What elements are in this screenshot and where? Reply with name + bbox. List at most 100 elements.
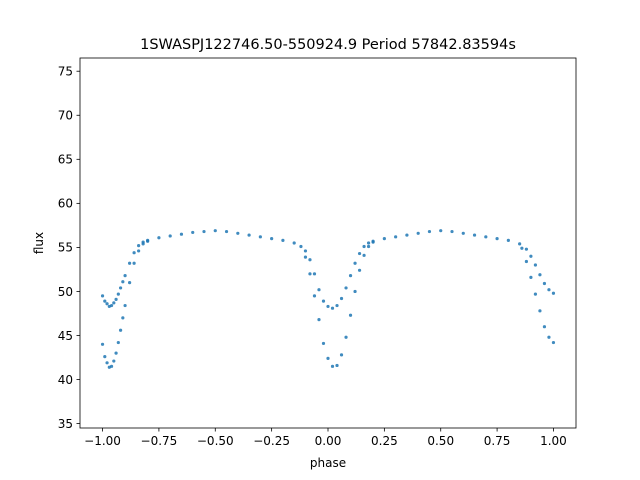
scatter-point [506, 238, 510, 242]
scatter-point [303, 255, 308, 259]
scatter-point [114, 351, 118, 355]
scatter-point [123, 273, 127, 278]
scatter-point [542, 325, 547, 329]
scatter-point [330, 364, 335, 368]
scatter-point [118, 328, 123, 332]
scatter-point [109, 364, 114, 368]
scatter-point [518, 242, 522, 246]
y-tick-label: 70 [58, 109, 73, 123]
scatter-point [105, 302, 109, 306]
scatter-point [542, 281, 547, 286]
x-tick-label: 0.75 [484, 434, 511, 448]
scatter-point [202, 229, 206, 234]
scatter-point [427, 229, 432, 234]
scatter-point [371, 240, 375, 244]
scatter-point [348, 313, 353, 317]
scatter-point [179, 232, 184, 236]
scatter-point [258, 235, 262, 239]
scatter-point [439, 229, 443, 233]
x-tick-label: −0.75 [141, 434, 178, 448]
scatter-point [344, 335, 348, 339]
scatter-point [317, 288, 321, 292]
scatter-point [128, 261, 132, 265]
scatter-point [100, 342, 105, 346]
scatter-point [141, 242, 145, 246]
scatter-point [157, 236, 161, 240]
scatter-point [339, 296, 344, 301]
scatter-point [551, 340, 556, 345]
scatter-point [533, 292, 538, 296]
scatter-point [213, 229, 217, 233]
x-tick-label: −1.00 [84, 434, 121, 448]
scatter-point [100, 294, 105, 298]
scatter-point [335, 303, 339, 308]
scatter-point [168, 234, 172, 238]
scatter-point [317, 318, 321, 322]
y-tick-label: 65 [58, 153, 73, 167]
scatter-point [538, 309, 542, 313]
scatter-point [326, 304, 330, 309]
scatter-point [362, 244, 366, 249]
scatter-point [353, 261, 357, 265]
scatter-point [308, 272, 312, 276]
y-tick-label: 45 [58, 329, 73, 343]
x-axis-label: phase [310, 456, 346, 470]
scatter-point [326, 356, 330, 361]
scatter-point [123, 303, 127, 308]
scatter-point [281, 238, 285, 242]
scatter-point [524, 247, 529, 251]
scatter-point [236, 231, 240, 235]
chart-title: 1SWASPJ122746.50-550924.9 Period 57842.8… [140, 37, 516, 53]
scatter-points [100, 229, 556, 369]
y-tick-label: 50 [58, 285, 73, 299]
scatter-point [461, 231, 465, 235]
scatter-point [362, 253, 366, 257]
scatter-point [116, 292, 120, 296]
scatter-point [105, 361, 109, 365]
scatter-point [312, 272, 317, 276]
scatter-point [330, 306, 335, 310]
scatter-point [146, 239, 150, 243]
scatter-point [547, 288, 551, 292]
scatter-point [533, 263, 538, 267]
scatter-point [137, 249, 141, 253]
scatter-point [339, 353, 344, 357]
scatter-point [394, 235, 398, 239]
scatter-point [137, 244, 141, 248]
scatter-point [357, 268, 362, 272]
scatter-point [121, 316, 125, 320]
x-tick-label: 1.00 [540, 434, 567, 448]
scatter-point [121, 280, 125, 284]
scatter-point [191, 230, 195, 235]
scatter-point [308, 258, 312, 262]
scatter-point [335, 363, 339, 368]
scatter-point [524, 259, 529, 264]
scatter-point [495, 236, 499, 241]
scatter-point [270, 236, 274, 241]
scatter-point [366, 241, 371, 245]
scatter-point [112, 301, 116, 305]
x-axis: −1.00 −0.75 −0.50 −0.25 0.00 0.25 0.50 0.75 1.00 [84, 428, 567, 448]
y-tick-label: 60 [58, 197, 73, 211]
scatter-point [472, 233, 477, 237]
plot-frame [79, 57, 577, 429]
y-tick-label: 40 [58, 373, 73, 387]
x-tick-label: 0.25 [371, 434, 398, 448]
y-tick-label: 35 [58, 417, 73, 431]
scatter-point [112, 359, 116, 363]
scatter-point [529, 254, 533, 258]
scatter-point [353, 289, 357, 294]
y-tick-label: 75 [58, 65, 73, 79]
scatter-point [484, 235, 488, 239]
scatter-point [132, 261, 136, 265]
scatter-point [247, 233, 251, 237]
scatter-point [312, 294, 317, 298]
scatter-point [299, 244, 303, 249]
scatter-point [224, 229, 229, 234]
scatter-point [450, 229, 454, 234]
scatter-point [405, 233, 409, 237]
scatter-point [116, 340, 120, 345]
scatter-point [132, 251, 136, 255]
x-tick-label: 0.50 [427, 434, 454, 448]
